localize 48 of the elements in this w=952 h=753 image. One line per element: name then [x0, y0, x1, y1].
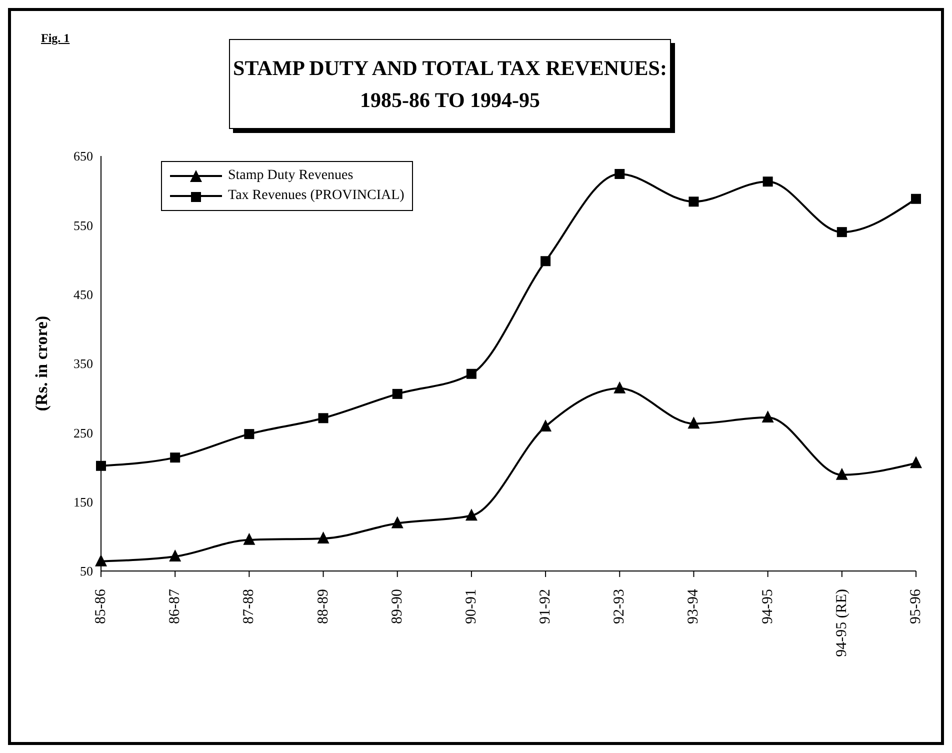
point — [391, 516, 404, 528]
x-tick-label: 89-90 — [389, 589, 406, 624]
x-tick-label: 93-94 — [686, 588, 702, 624]
point — [911, 194, 921, 204]
point — [836, 468, 848, 480]
point — [688, 416, 700, 429]
y-tick-label: 450 — [74, 286, 93, 302]
y-tick-label: 550 — [74, 218, 93, 233]
chart-title: STAMP DUTY AND TOTAL TAX REVENUES: 1985-86 TO 1994-95 — [233, 55, 667, 114]
point — [466, 368, 476, 379]
x-tick-label: 87-88 — [241, 589, 258, 624]
y-tick-label: 350 — [74, 356, 93, 372]
point — [244, 429, 254, 440]
point — [910, 456, 922, 468]
point — [170, 452, 180, 463]
point — [540, 419, 552, 432]
legend-label: Stamp Duty Revenues — [228, 168, 354, 184]
caption: Fig. 1 — [41, 31, 70, 46]
point — [465, 508, 478, 521]
x-tick-label: 94-95 — [760, 589, 776, 624]
point — [318, 413, 328, 424]
x-tick-label: 91-92 — [538, 589, 554, 624]
y-axis-title: (Rs. in crore) — [32, 316, 52, 412]
point — [392, 388, 402, 399]
legend-label: Tax Revenues (PROVINCIAL) — [228, 188, 404, 204]
point — [243, 532, 256, 545]
x-tick-label: 90-91 — [463, 589, 480, 624]
x-tick-label: 92-93 — [612, 589, 628, 624]
point — [96, 460, 106, 471]
point — [614, 381, 626, 394]
point — [688, 196, 699, 207]
x-tick-label: 88-89 — [315, 589, 332, 624]
y-tick-label: 250 — [74, 425, 93, 440]
x-tick-label: 86-87 — [167, 588, 184, 624]
point — [762, 176, 773, 187]
x-tick-label: 94-95 (RE) — [834, 589, 850, 657]
point — [95, 554, 107, 566]
point — [836, 227, 847, 238]
point — [169, 549, 182, 562]
point — [762, 410, 774, 422]
x-tick-label: 95-96 — [908, 588, 924, 624]
point — [614, 168, 625, 179]
y-tick-label: 150 — [74, 494, 93, 510]
x-tick-label: 85-86 — [93, 588, 109, 624]
y-tick-label: 650 — [74, 148, 93, 164]
point — [540, 256, 551, 266]
point — [317, 531, 330, 544]
y-tick-label: 50 — [80, 564, 93, 579]
